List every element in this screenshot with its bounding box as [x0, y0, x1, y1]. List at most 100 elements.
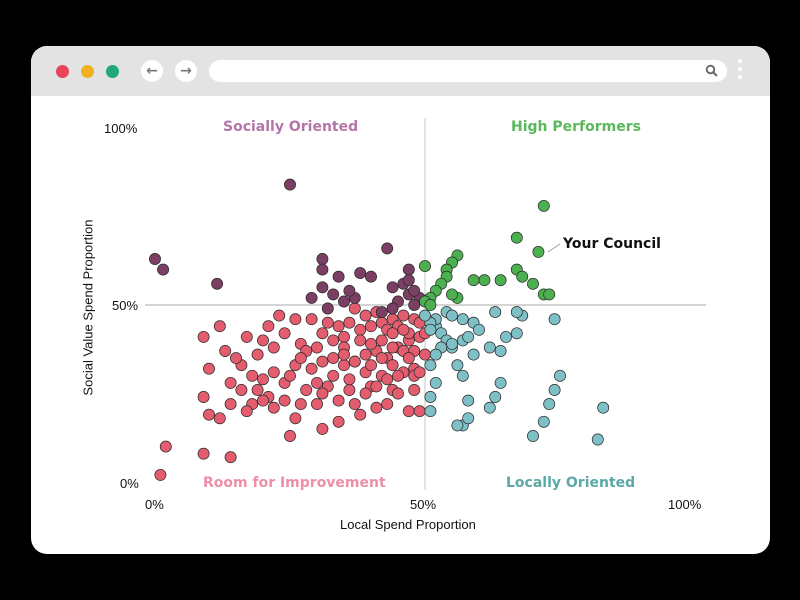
data-point [316, 355, 329, 368]
data-point [386, 281, 399, 294]
data-point [300, 384, 313, 396]
data-point [224, 398, 237, 411]
data-point [451, 359, 464, 372]
data-point [321, 302, 334, 315]
data-point [402, 405, 415, 418]
x-axis-label: Local Spend Proportion [340, 517, 476, 532]
data-point [305, 291, 318, 304]
data-point [370, 401, 383, 414]
data-point [343, 373, 356, 386]
data-point [154, 468, 167, 481]
data-point [348, 355, 361, 368]
data-point [343, 384, 356, 396]
data-point [375, 334, 388, 347]
data-point [413, 405, 426, 418]
y-tick-50: 50% [112, 298, 139, 313]
data-point [591, 433, 604, 446]
data-point [235, 384, 248, 396]
data-point [494, 376, 507, 389]
close-window-button[interactable] [56, 65, 69, 78]
data-point [230, 352, 242, 365]
data-point [278, 327, 291, 340]
data-point [213, 412, 226, 425]
data-point [354, 408, 367, 421]
data-point [381, 373, 394, 386]
data-point [203, 362, 215, 375]
data-point [267, 366, 280, 379]
data-point [424, 391, 437, 403]
data-point [332, 415, 345, 428]
data-point [338, 330, 350, 343]
data-point [240, 330, 253, 343]
address-bar[interactable] [209, 60, 727, 82]
back-button[interactable]: ← [141, 60, 163, 82]
data-point [354, 334, 367, 347]
forward-button[interactable]: → [175, 60, 197, 82]
data-point [327, 288, 340, 301]
data-point [211, 277, 224, 290]
data-point [316, 387, 329, 400]
data-point [402, 263, 415, 276]
data-point [224, 451, 237, 464]
data-point [489, 306, 502, 319]
data-point [386, 341, 399, 354]
data-point [527, 430, 539, 442]
data-points [149, 178, 610, 481]
data-point [543, 398, 556, 411]
data-point [446, 309, 458, 322]
data-point [446, 337, 458, 350]
data-point [527, 277, 539, 290]
data-point [510, 327, 523, 340]
data-point [332, 270, 345, 283]
annotation-leader-line [547, 243, 561, 253]
data-point [305, 362, 318, 375]
data-point [402, 274, 415, 287]
data-point [548, 313, 561, 326]
data-point [197, 391, 210, 403]
data-point [451, 419, 464, 432]
data-point [386, 327, 399, 340]
data-point [408, 299, 421, 311]
data-point [311, 341, 323, 354]
data-point [429, 376, 442, 389]
data-point [294, 352, 307, 365]
data-point [456, 369, 469, 382]
data-point [386, 302, 399, 315]
data-point [316, 281, 329, 294]
data-point [327, 352, 340, 365]
data-point [510, 306, 523, 319]
data-point [284, 178, 296, 191]
x-tick-50: 50% [410, 497, 437, 512]
data-point [370, 380, 383, 393]
data-point [267, 341, 280, 354]
data-point [462, 412, 475, 425]
data-point [332, 320, 345, 333]
data-point [159, 440, 172, 453]
x-tick-0: 0% [145, 497, 164, 512]
data-point [257, 373, 269, 386]
data-point [532, 245, 545, 258]
data-point [408, 284, 421, 297]
maximize-window-button[interactable] [106, 65, 119, 78]
kebab-menu-icon[interactable] [737, 59, 743, 85]
data-point [365, 337, 377, 350]
data-point [446, 288, 458, 301]
data-point [289, 313, 302, 326]
data-point [462, 394, 475, 407]
data-point [251, 348, 264, 361]
data-point [494, 345, 507, 357]
data-point [332, 394, 345, 407]
y-tick-0: 0% [120, 476, 139, 491]
browser-window: ← → [31, 46, 770, 554]
data-point [311, 398, 323, 411]
data-point [338, 359, 350, 372]
data-point [278, 394, 291, 407]
data-point [262, 320, 275, 333]
minimize-window-button[interactable] [81, 65, 94, 78]
search-icon[interactable] [705, 64, 719, 78]
data-point [375, 306, 388, 319]
x-tick-100: 100% [668, 497, 702, 512]
data-point [240, 405, 253, 418]
